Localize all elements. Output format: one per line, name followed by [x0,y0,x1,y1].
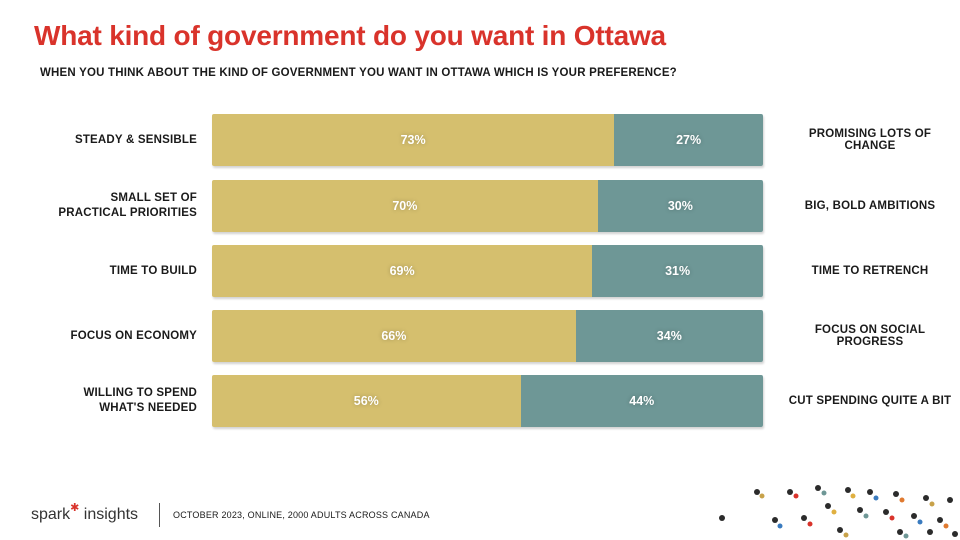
chart-row: SMALL SET OF PRACTICAL PRIORITIES 70% 30% B… [0,180,960,232]
bar-segment-left: 70% [212,180,598,232]
bar-segment-right: 30% [597,180,763,232]
star-icon: ✱ [70,502,80,514]
brand-word-spark: spark [31,506,71,523]
stacked-bar: 70% 30% [212,180,763,232]
right-category-label: PROMISING LOTS OF CHANGE [808,128,932,152]
chart-row: TIME TO BUILD 69% 31% TIME TO RETRENCH [0,245,960,297]
right-category-label: FOCUS ON SOCIAL PROGRESS [814,324,926,348]
stacked-bar: 56% 44% [212,375,763,427]
left-category-label: STEADY & SENSIBLE [74,133,197,146]
page-title: What kind of government do you want in O… [34,20,666,51]
left-category-label: FOCUS ON ECONOMY [70,329,197,342]
chart-row: STEADY & SENSIBLE 73% 27% PROMISING LOTS OF… [0,114,960,166]
left-category-label: TIME TO BUILD [109,264,197,277]
footer-divider [159,503,160,527]
bar-segment-right: 31% [592,245,763,297]
stacked-bar: 66% 34% [212,310,763,362]
left-category-label: SMALL SET OF PRACTICAL PRIORITIES [58,192,197,219]
bar-segment-right: 34% [575,310,763,362]
left-category-label: WILLING TO SPEND WHAT'S NEEDED [83,387,197,414]
chart-row: FOCUS ON ECONOMY 66% 34% FOCUS ON SOCIAL PR… [0,310,960,362]
bar-segment-right: 44% [520,375,763,427]
crowd-illustration [719,485,958,539]
page-subtitle: WHEN YOU THINK ABOUT THE KIND OF GOVERNM… [40,67,677,79]
bar-segment-left: 73% [212,114,615,166]
right-category-label: CUT SPENDING QUITE A BIT [788,395,952,407]
right-category-label: BIG, BOLD AMBITIONS [804,200,936,212]
brand-word-insights: insights [83,506,139,523]
bar-segment-left: 56% [212,375,521,427]
bar-segment-right: 27% [614,114,763,166]
brand-logo: spark✱ insights [31,502,139,524]
chart-row: WILLING TO SPEND WHAT'S NEEDED 56% 44% CUT … [0,375,960,427]
footnote: OCTOBER 2023, ONLINE, 2000 ADULTS ACROSS… [173,510,430,520]
stacked-bar: 69% 31% [212,245,763,297]
stacked-bar: 73% 27% [212,114,763,166]
bar-segment-left: 66% [212,310,576,362]
right-category-label: TIME TO RETRENCH [811,265,929,277]
bar-segment-left: 69% [212,245,593,297]
